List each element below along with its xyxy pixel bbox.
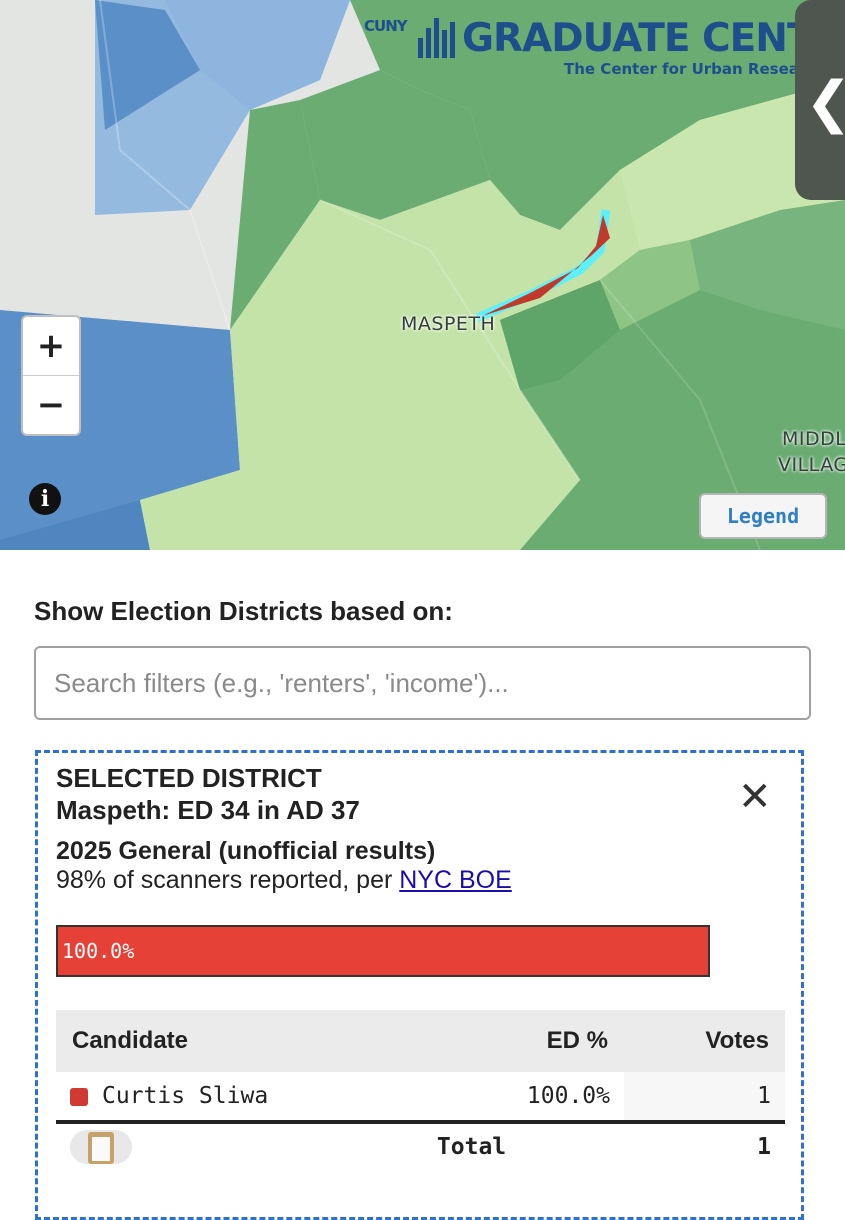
nyc-boe-link[interactable]: NYC BOE <box>399 866 512 894</box>
election-title: 2025 General (unofficial results) <box>56 837 436 865</box>
place-label-middle-village-2: VILLAG <box>778 454 845 476</box>
cuny-wordmark: CUNY <box>364 17 408 35</box>
header-candidate[interactable]: Candidate <box>56 1010 437 1072</box>
map-tiles[interactable] <box>0 0 845 550</box>
filter-heading: Show Election Districts based on: <box>34 596 453 626</box>
search-filters-input[interactable] <box>34 646 811 720</box>
cuny-gc-logo: CUNY GRADUATE CENTE The Center for Urban… <box>362 8 839 80</box>
close-icon[interactable]: ✕ <box>738 774 772 820</box>
header-votes[interactable]: Votes <box>624 1010 785 1072</box>
results-header-row: Candidate ED % Votes <box>56 1010 785 1072</box>
info-icon[interactable]: i <box>29 483 61 515</box>
legend-button[interactable]: Legend <box>699 493 827 539</box>
sidebar-toggle-button[interactable]: ❮ <box>795 0 845 200</box>
total-row: Total 1 <box>56 1120 785 1170</box>
logo-subtitle: The Center for Urban Resea <box>564 60 799 78</box>
ed-pct-cell: 100.0% <box>526 1083 610 1109</box>
candidate-cell: Curtis Sliwa <box>56 1072 437 1122</box>
total-label: Total <box>436 1120 624 1170</box>
clipboard-cell <box>56 1120 437 1170</box>
result-bar-label: 100.0% <box>62 939 135 963</box>
candidate-name: Curtis Sliwa <box>102 1083 269 1109</box>
total-votes: 1 <box>624 1120 785 1170</box>
election-map[interactable]: CUNY GRADUATE CENTE The Center for Urban… <box>0 0 845 550</box>
place-label-middle-village-1: MIDDL <box>782 428 845 450</box>
reporting-status-text: 98% of scanners reported, per <box>56 866 400 894</box>
reporting-status: 98% of scanners reported, per NYC BOE <box>56 866 512 895</box>
table-row: Curtis Sliwa 100.0% 1 <box>56 1072 785 1122</box>
votes-cell: 1 <box>624 1072 785 1122</box>
clipboard-icon[interactable] <box>70 1130 132 1164</box>
candidate-color-swatch <box>70 1087 88 1106</box>
place-label-maspeth: MASPETH <box>401 313 496 335</box>
zoom-out-button[interactable]: − <box>36 385 66 425</box>
skyline-icon <box>418 18 455 58</box>
header-ed-pct[interactable]: ED % <box>436 1010 624 1072</box>
chevron-left-icon: ❮ <box>805 70 845 135</box>
result-bar: 100.0% <box>56 925 710 977</box>
selected-district-label: SELECTED DISTRICT <box>56 763 322 793</box>
info-panel: Show Election Districts based on: SELECT… <box>0 550 845 1220</box>
zoom-control: + − <box>21 315 81 436</box>
result-bar-fill <box>58 927 708 975</box>
logo-title: GRADUATE CENTE <box>462 16 839 61</box>
selected-district-name: Maspeth: ED 34 in AD 37 <box>56 795 360 825</box>
zoom-in-button[interactable]: + <box>23 317 79 376</box>
results-table: Candidate ED % Votes Curtis Sliwa 100.0%… <box>56 1010 785 1170</box>
selected-district-card: SELECTED DISTRICT Maspeth: ED 34 in AD 3… <box>35 750 804 1220</box>
